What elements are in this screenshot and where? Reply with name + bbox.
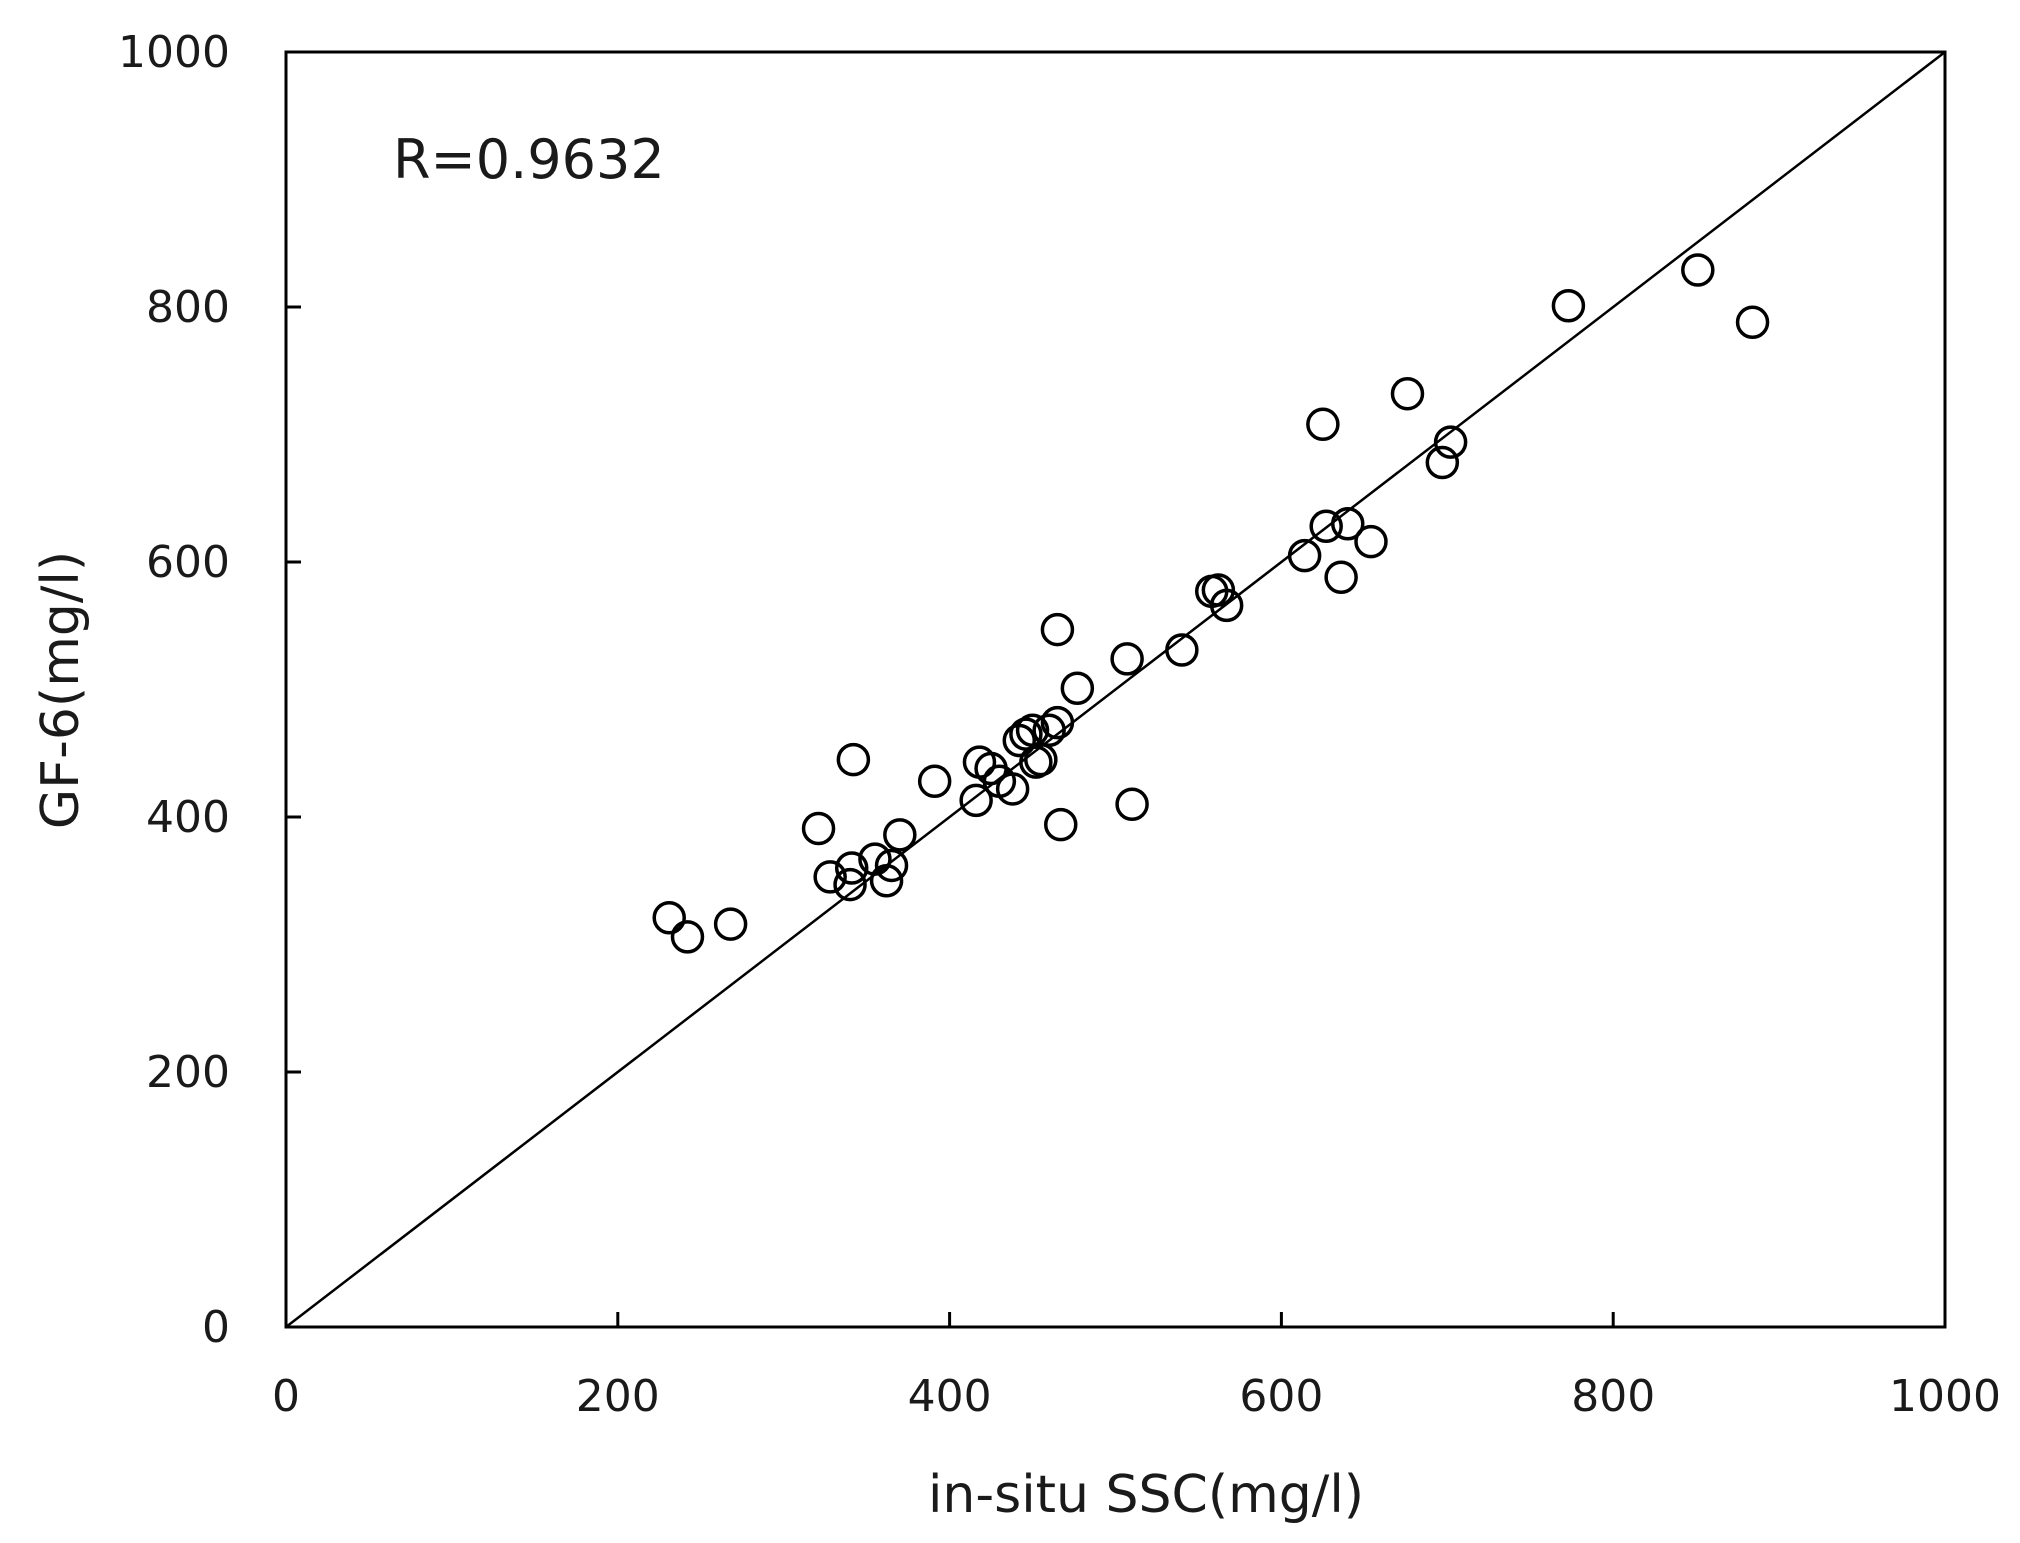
data-point — [833, 867, 867, 902]
x-axis-ticks: 0 200 400 600 800 1000 — [272, 1312, 2001, 1422]
data-point — [883, 818, 917, 852]
reference-line-layer — [285, 51, 1946, 1328]
data-point — [1060, 671, 1095, 705]
data-point — [652, 900, 686, 935]
x-tick-label: 600 — [1239, 1371, 1323, 1422]
data-point — [1209, 588, 1244, 623]
y-tick-label: 800 — [146, 282, 230, 333]
x-tick-label: 0 — [272, 1371, 300, 1422]
x-tick-label: 1000 — [1889, 1371, 2001, 1422]
data-point — [801, 811, 836, 846]
x-tick-label: 400 — [908, 1371, 992, 1422]
data-point — [869, 864, 904, 898]
data-point — [1287, 538, 1322, 573]
data-point — [1306, 407, 1340, 442]
data-point — [1331, 507, 1365, 541]
y-axis-title: GF-6(mg/l) — [31, 551, 91, 829]
data-point — [670, 920, 705, 954]
data-point — [1324, 560, 1358, 595]
plot-area — [284, 50, 1947, 1329]
data-point — [995, 772, 1030, 806]
data-point — [1040, 612, 1075, 647]
data-point — [1433, 425, 1468, 459]
data-point — [1040, 705, 1075, 740]
data-point — [874, 848, 909, 883]
data-point — [1110, 642, 1144, 676]
data-point — [959, 783, 993, 818]
y-tick-label: 0 — [202, 1302, 230, 1353]
data-point — [1390, 376, 1425, 411]
data-point — [962, 745, 997, 779]
y-axis-ticks: 0 200 400 600 800 1000 — [118, 27, 301, 1353]
x-axis-title: in-situ SSC(mg/l) — [928, 1465, 1364, 1525]
data-point — [1115, 787, 1149, 821]
data-point — [1551, 288, 1586, 323]
data-point — [917, 764, 952, 799]
data-point — [713, 907, 748, 941]
data-points-layer — [652, 253, 1770, 954]
y-tick-label: 200 — [146, 1047, 230, 1098]
data-point — [1425, 445, 1460, 480]
data-point — [836, 742, 871, 777]
data-point — [1165, 633, 1199, 667]
data-point — [1354, 524, 1388, 559]
x-tick-label: 800 — [1571, 1371, 1655, 1422]
data-point — [834, 851, 869, 885]
data-point — [1032, 713, 1066, 748]
y-tick-label: 1000 — [118, 27, 230, 78]
y-tick-label: 600 — [146, 537, 230, 588]
x-tick-label: 200 — [576, 1371, 660, 1422]
data-point — [1309, 509, 1343, 544]
data-point — [1735, 305, 1770, 340]
one-to-one-line — [285, 51, 1946, 1328]
y-tick-label: 400 — [146, 792, 230, 843]
data-point — [813, 860, 847, 894]
correlation-annotation: R=0.9632 — [393, 128, 665, 191]
data-point — [1681, 253, 1715, 287]
data-point — [1044, 807, 1078, 842]
